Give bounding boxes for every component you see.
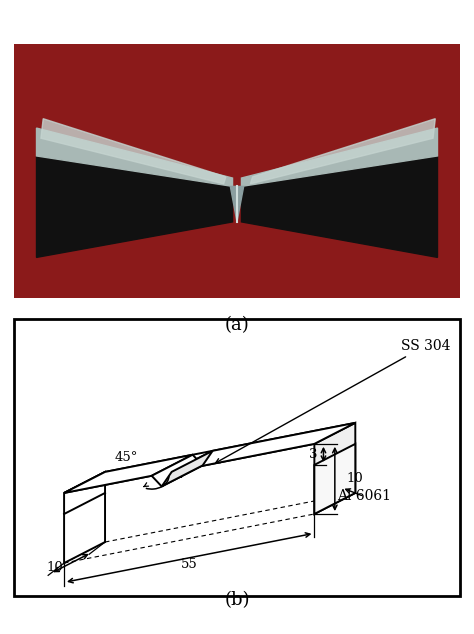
Text: (b): (b)	[224, 591, 250, 609]
Polygon shape	[241, 156, 438, 257]
Polygon shape	[64, 455, 192, 493]
Polygon shape	[162, 451, 213, 486]
Text: 10: 10	[46, 561, 64, 574]
Polygon shape	[314, 423, 356, 514]
Polygon shape	[36, 128, 233, 186]
Polygon shape	[64, 423, 356, 493]
Polygon shape	[172, 423, 356, 472]
Text: SS 304: SS 304	[216, 339, 450, 463]
Text: 55: 55	[181, 558, 198, 571]
Text: (a): (a)	[225, 316, 249, 333]
Polygon shape	[314, 444, 356, 514]
Polygon shape	[36, 156, 233, 257]
Text: 45°: 45°	[115, 451, 138, 463]
Polygon shape	[250, 119, 435, 184]
Text: 10: 10	[347, 472, 364, 486]
Polygon shape	[230, 186, 244, 222]
Polygon shape	[152, 455, 203, 486]
Text: 2: 2	[174, 469, 183, 481]
Polygon shape	[41, 119, 226, 184]
Polygon shape	[241, 128, 438, 186]
Text: 3: 3	[309, 448, 318, 461]
Polygon shape	[64, 472, 105, 563]
Text: Al 6061: Al 6061	[337, 489, 391, 503]
